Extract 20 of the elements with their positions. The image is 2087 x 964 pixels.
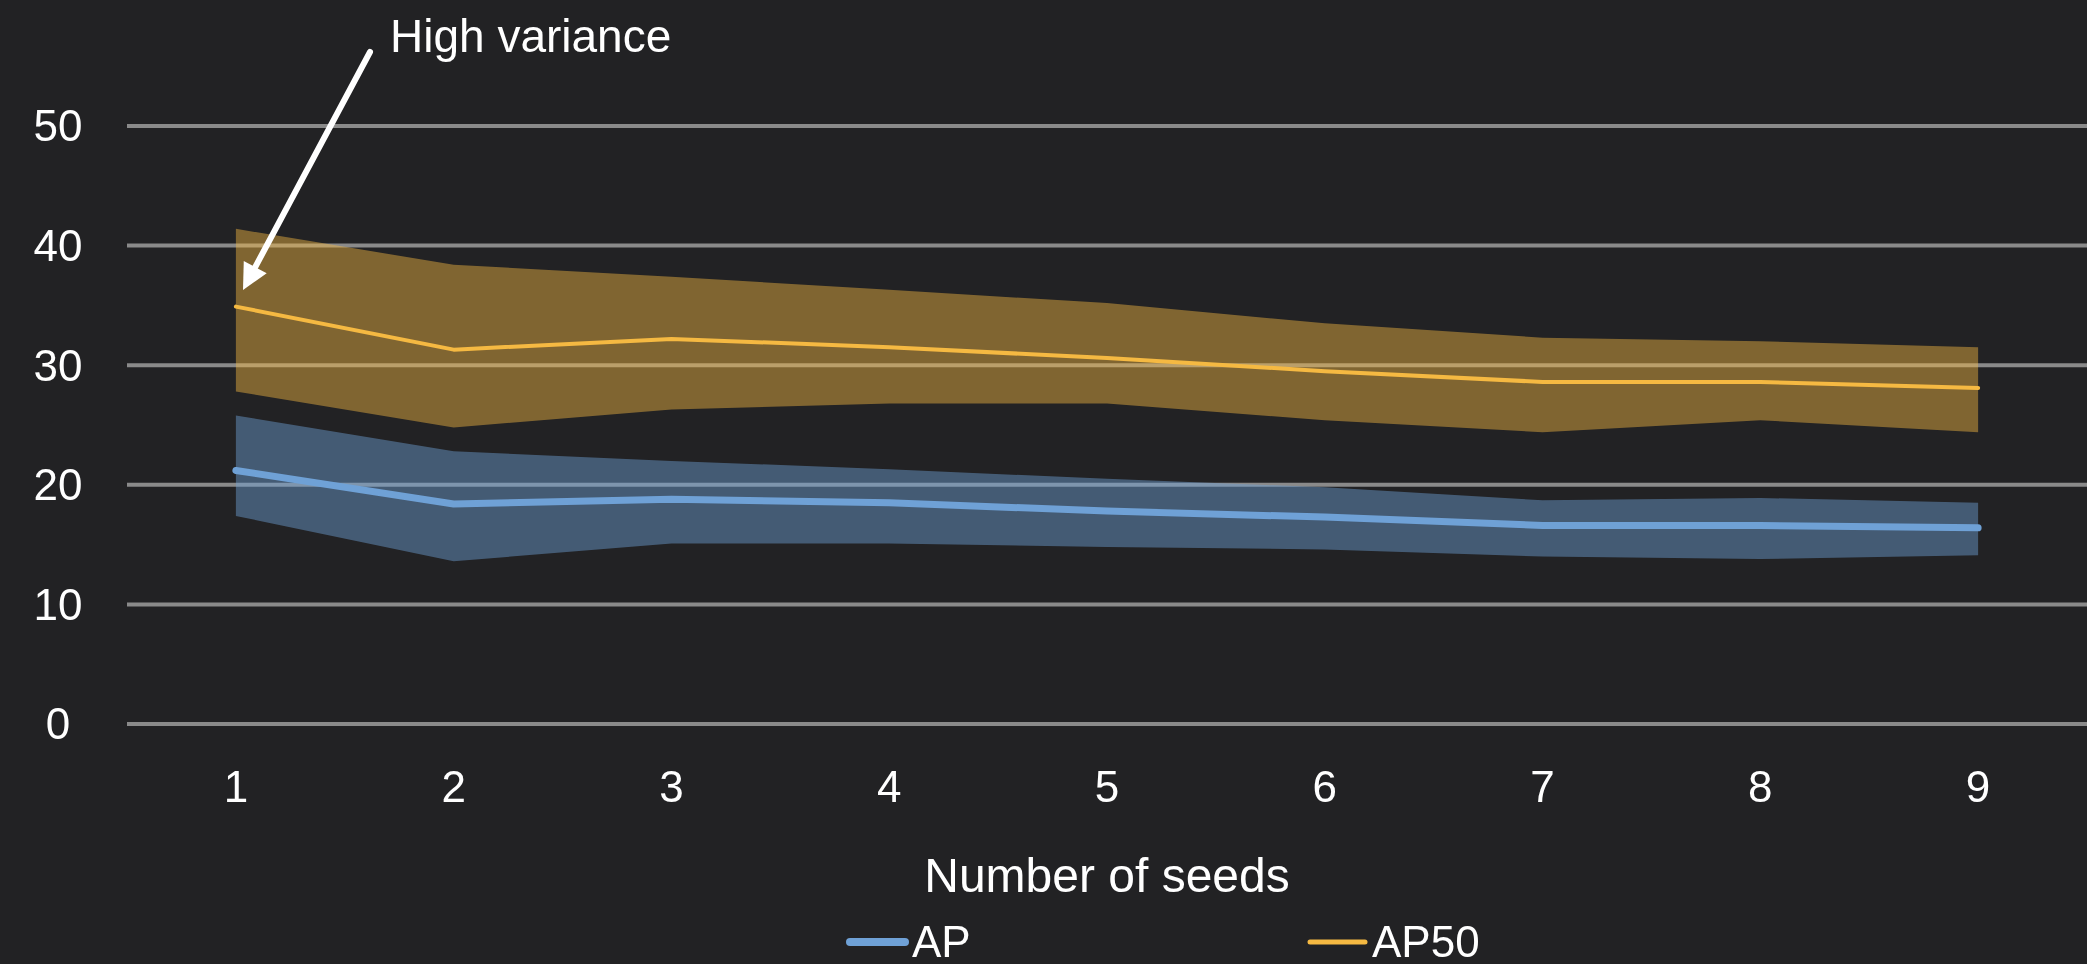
x-tick-label: 8 — [1748, 762, 1773, 811]
x-tick-label: 2 — [441, 762, 466, 811]
x-tick-label: 1 — [223, 762, 249, 811]
x-tick-label: 4 — [876, 762, 902, 811]
x-tick-label: 7 — [1530, 762, 1555, 811]
legend-label: AP — [912, 917, 971, 964]
x-axis-title: Number of seeds — [924, 849, 1290, 902]
y-tick-label: 0 — [45, 699, 71, 749]
x-tick-label: 9 — [1965, 762, 1991, 811]
x-tick-label: 5 — [1094, 762, 1120, 811]
y-tick-label: 40 — [33, 221, 83, 270]
text: High variance — [390, 10, 672, 62]
x-tick-label: 6 — [1312, 762, 1338, 811]
y-tick-label: 10 — [33, 579, 83, 629]
y-tick-label: 20 — [33, 460, 83, 510]
y-tick-label: 50 — [33, 101, 83, 151]
y-tick-label: 30 — [33, 340, 83, 390]
line-series — [233, 304, 1981, 390]
legend-label: AP50 — [1372, 917, 1480, 964]
x-tick-label: 3 — [659, 762, 684, 811]
